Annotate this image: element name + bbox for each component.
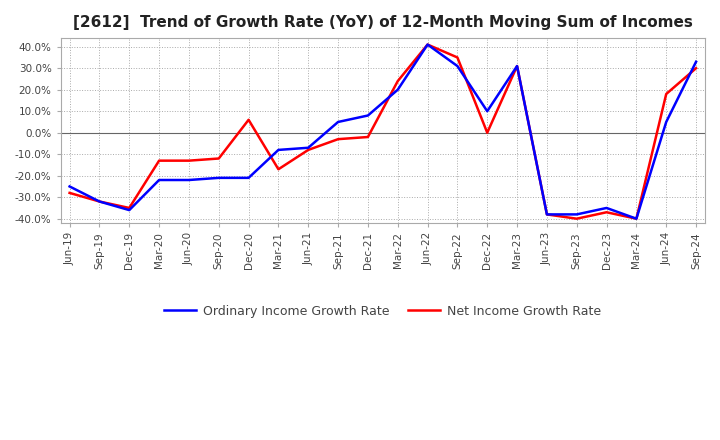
Line: Net Income Growth Rate: Net Income Growth Rate: [70, 44, 696, 219]
Net Income Growth Rate: [423, 42, 432, 47]
Ordinary Income Growth Rate: [215, 175, 223, 180]
Ordinary Income Growth Rate: [274, 147, 283, 153]
Ordinary Income Growth Rate: [572, 212, 581, 217]
Net Income Growth Rate: [393, 78, 402, 84]
Ordinary Income Growth Rate: [632, 216, 641, 221]
Net Income Growth Rate: [513, 63, 521, 69]
Ordinary Income Growth Rate: [304, 145, 312, 150]
Net Income Growth Rate: [572, 216, 581, 221]
Ordinary Income Growth Rate: [543, 212, 552, 217]
Net Income Growth Rate: [483, 130, 492, 136]
Legend: Ordinary Income Growth Rate, Net Income Growth Rate: Ordinary Income Growth Rate, Net Income …: [159, 300, 606, 323]
Ordinary Income Growth Rate: [334, 119, 343, 125]
Ordinary Income Growth Rate: [244, 175, 253, 180]
Net Income Growth Rate: [184, 158, 193, 163]
Ordinary Income Growth Rate: [95, 199, 104, 204]
Ordinary Income Growth Rate: [125, 208, 134, 213]
Net Income Growth Rate: [364, 134, 372, 139]
Net Income Growth Rate: [602, 209, 611, 215]
Net Income Growth Rate: [453, 55, 462, 60]
Net Income Growth Rate: [334, 136, 343, 142]
Ordinary Income Growth Rate: [423, 42, 432, 47]
Ordinary Income Growth Rate: [364, 113, 372, 118]
Net Income Growth Rate: [66, 190, 74, 195]
Net Income Growth Rate: [274, 167, 283, 172]
Net Income Growth Rate: [244, 117, 253, 122]
Net Income Growth Rate: [632, 216, 641, 221]
Net Income Growth Rate: [125, 205, 134, 211]
Net Income Growth Rate: [215, 156, 223, 161]
Net Income Growth Rate: [304, 147, 312, 153]
Net Income Growth Rate: [95, 199, 104, 204]
Net Income Growth Rate: [662, 92, 670, 97]
Ordinary Income Growth Rate: [483, 109, 492, 114]
Ordinary Income Growth Rate: [393, 87, 402, 92]
Title: [2612]  Trend of Growth Rate (YoY) of 12-Month Moving Sum of Incomes: [2612] Trend of Growth Rate (YoY) of 12-…: [73, 15, 693, 30]
Ordinary Income Growth Rate: [155, 177, 163, 183]
Line: Ordinary Income Growth Rate: Ordinary Income Growth Rate: [70, 44, 696, 219]
Net Income Growth Rate: [155, 158, 163, 163]
Ordinary Income Growth Rate: [692, 59, 701, 64]
Net Income Growth Rate: [543, 212, 552, 217]
Ordinary Income Growth Rate: [513, 63, 521, 69]
Ordinary Income Growth Rate: [602, 205, 611, 211]
Ordinary Income Growth Rate: [453, 63, 462, 69]
Ordinary Income Growth Rate: [66, 184, 74, 189]
Ordinary Income Growth Rate: [184, 177, 193, 183]
Ordinary Income Growth Rate: [662, 119, 670, 125]
Net Income Growth Rate: [692, 66, 701, 71]
